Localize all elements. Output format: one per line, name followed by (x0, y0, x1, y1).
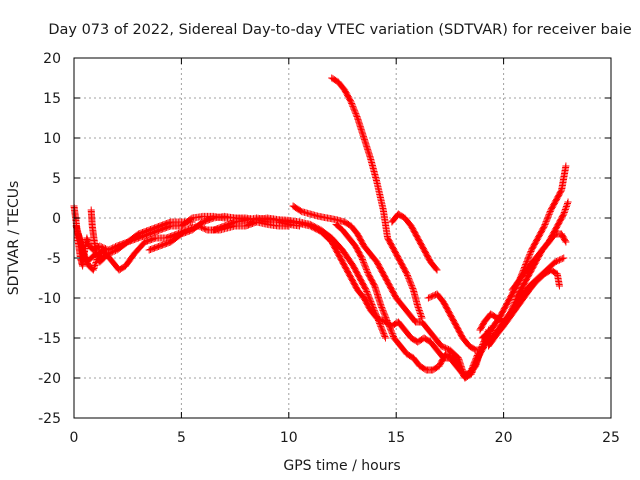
y-axis-ticks: -25 -20 -15 -10 -5 0 5 10 15 20 (38, 51, 611, 427)
marker-trace (508, 198, 572, 294)
series-arc-15 (508, 198, 572, 294)
marker-trace (424, 290, 497, 354)
y-tick-label: 20 (43, 51, 61, 67)
y-tick-label: -20 (38, 371, 61, 387)
marker-trace (332, 220, 482, 382)
marker-trace (485, 266, 563, 350)
series-arc-9 (328, 74, 426, 322)
series-arc-4 (87, 206, 108, 266)
x-tick-label: 0 (70, 430, 79, 446)
y-axis-label: SDTVAR / TECUs (6, 181, 22, 296)
x-axis-label: GPS time / hours (283, 458, 400, 474)
plot-frame (73, 57, 612, 419)
y-tick-label: -15 (38, 331, 61, 347)
y-tick-label: 15 (43, 91, 61, 107)
chart-title: Day 073 of 2022, Sidereal Day-to-day VTE… (48, 22, 631, 38)
marker-trace (87, 206, 108, 266)
x-tick-label: 25 (602, 430, 620, 446)
marker-trace (388, 210, 441, 274)
x-tick-label: 20 (495, 430, 513, 446)
y-tick-label: 0 (52, 211, 61, 227)
series-arc-14 (485, 266, 563, 350)
y-tick-label: -25 (38, 411, 61, 427)
series-arc-10 (388, 210, 441, 274)
y-tick-label: -5 (47, 251, 61, 267)
series-arc-11 (424, 290, 497, 354)
y-tick-label: 10 (43, 131, 61, 147)
data-marks (70, 74, 572, 382)
x-tick-label: 15 (387, 430, 405, 446)
y-tick-label: 5 (52, 171, 61, 187)
marker-trace (328, 74, 426, 322)
x-tick-label: 10 (280, 430, 298, 446)
y-tick-label: -10 (38, 291, 61, 307)
x-axis-ticks: 0 5 10 15 20 25 (70, 58, 620, 446)
series-arc-8 (332, 220, 482, 382)
x-tick-label: 5 (177, 430, 186, 446)
gridlines (74, 58, 611, 418)
